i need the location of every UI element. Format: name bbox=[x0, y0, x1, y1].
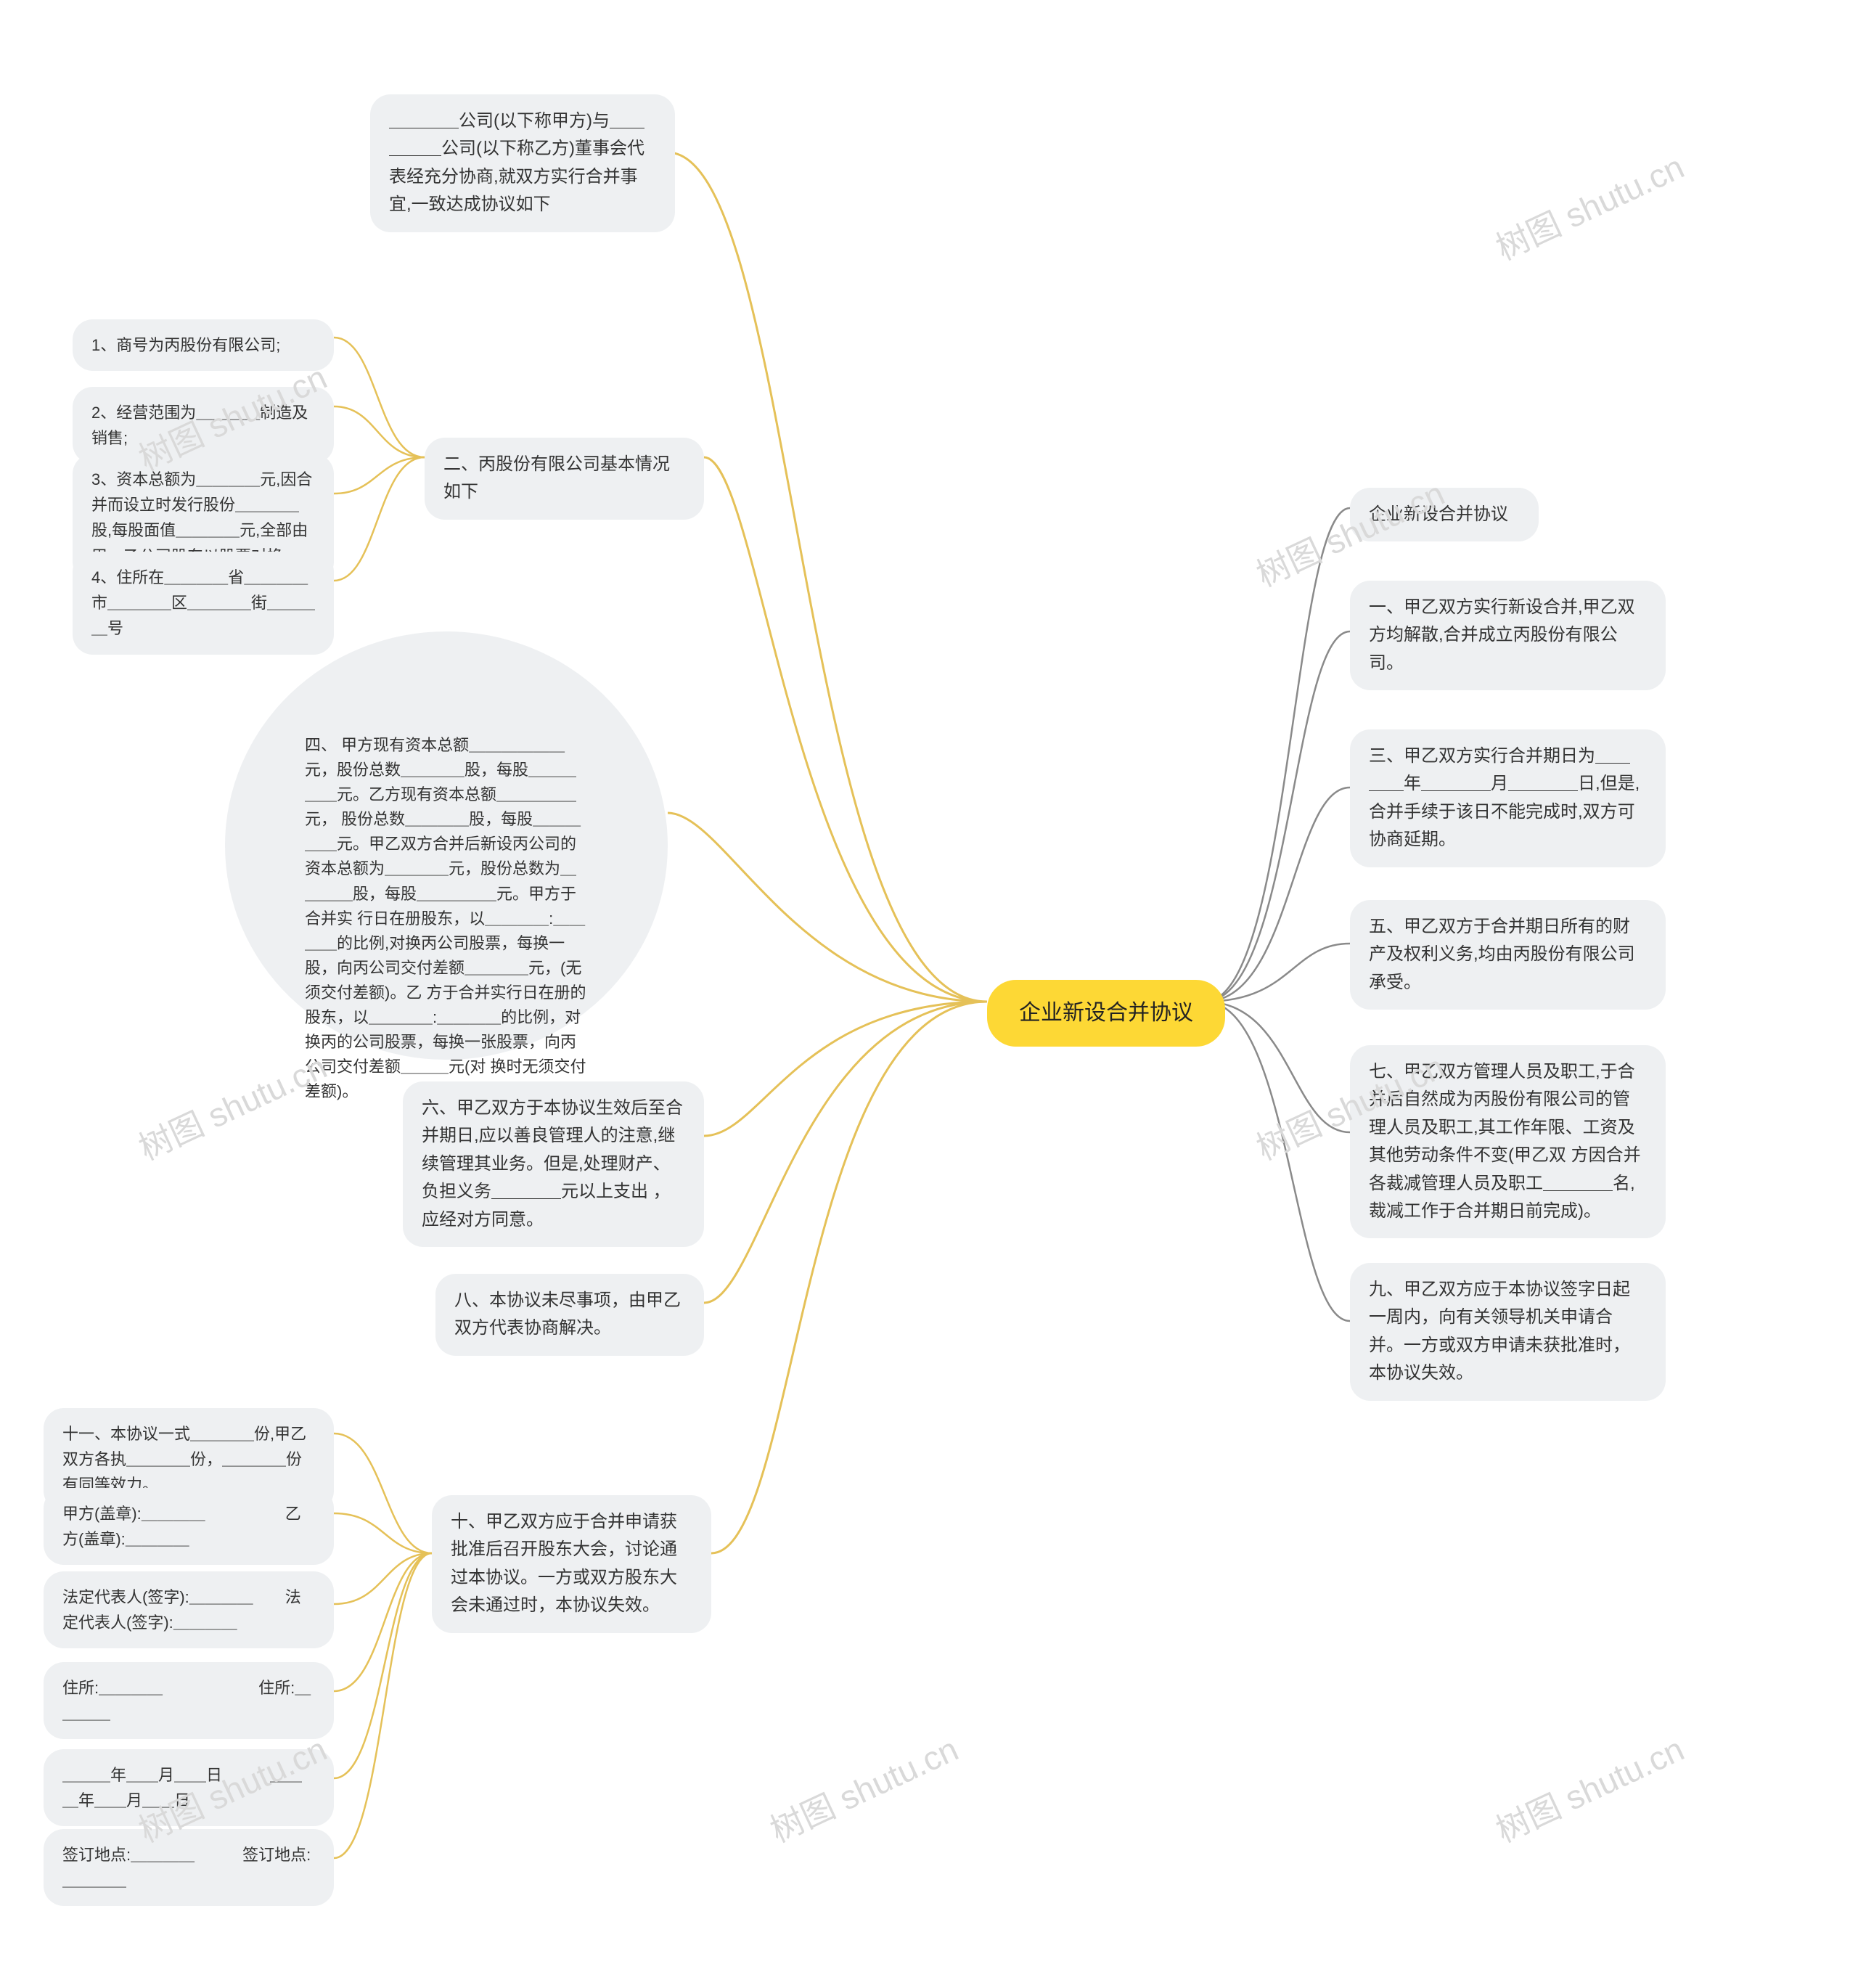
left-section10[interactable]: 十、甲乙双方应于合并申请获批准后召开股东大会，讨论通过本协议。一方或双方股东大会… bbox=[432, 1495, 711, 1633]
left-section2-item1[interactable]: 1、商号为丙股份有限公司; bbox=[73, 319, 334, 371]
right-section9[interactable]: 九、甲乙双方应于本协议签字日起一周内，向有关领导机关申请合并。一方或双方申请未获… bbox=[1350, 1263, 1666, 1401]
right-section3[interactable]: 三、甲乙双方实行合并期日为＿＿＿＿年＿＿＿＿月＿＿＿＿日,但是,合并手续于该日不… bbox=[1350, 729, 1666, 867]
left-section8[interactable]: 八、本协议未尽事项，由甲乙双方代表协商解决。 bbox=[435, 1274, 704, 1356]
left-section10-item3[interactable]: 法定代表人(签字):＿＿＿＿ 法定代表人(签字):＿＿＿＿ bbox=[44, 1571, 334, 1648]
right-section7[interactable]: 七、甲乙双方管理人员及职工,于合并后自然成为丙股份有限公司的管理人员及职工,其工… bbox=[1350, 1045, 1666, 1238]
watermark: 树图 shutu.cn bbox=[1487, 1723, 1690, 1852]
right-preface[interactable]: 企业新设合并协议 bbox=[1350, 488, 1539, 541]
left-section2-item2[interactable]: 2、经营范围为＿＿＿＿制造及销售; bbox=[73, 387, 334, 464]
left-section10-item5[interactable]: ＿＿＿年＿＿月＿＿日 ＿＿＿年＿＿月＿＿日 bbox=[44, 1749, 334, 1826]
left-section6[interactable]: 六、甲乙双方于本协议生效后至合并期日,应以善良管理人的注意,继续管理其业务。但是… bbox=[403, 1081, 704, 1247]
left-section4[interactable]: 四、 甲方现有资本总额＿＿＿＿＿＿元，股份总数＿＿＿＿股，每股＿＿＿＿＿元。乙方… bbox=[225, 631, 668, 1060]
right-section1[interactable]: 一、甲乙双方实行新设合并,甲乙双方均解散,合并成立丙股份有限公司。 bbox=[1350, 581, 1666, 690]
left-section2[interactable]: 二、丙股份有限公司基本情况如下 bbox=[425, 438, 704, 520]
left-section10-item6[interactable]: 签订地点:＿＿＿＿ 签订地点:＿＿＿＿ bbox=[44, 1829, 334, 1906]
right-section5[interactable]: 五、甲乙双方于合并期日所有的财产及权利义务,均由丙股份有限公司承受。 bbox=[1350, 900, 1666, 1010]
left-section2-item4[interactable]: 4、住所在＿＿＿＿省＿＿＿＿市＿＿＿＿区＿＿＿＿街＿＿＿＿号 bbox=[73, 552, 334, 655]
left-intro[interactable]: ＿＿＿＿公司(以下称甲方)与＿＿＿＿＿公司(以下称乙方)董事会代表经充分协商,就… bbox=[370, 94, 675, 232]
root-node[interactable]: 企业新设合并协议 bbox=[987, 980, 1225, 1047]
watermark: 树图 shutu.cn bbox=[130, 1041, 333, 1170]
left-section10-item2[interactable]: 甲方(盖章):＿＿＿＿ 乙方(盖章):＿＿＿＿ bbox=[44, 1488, 334, 1565]
left-section10-item4[interactable]: 住所:＿＿＿＿ 住所:＿＿＿＿ bbox=[44, 1662, 334, 1739]
mindmap-canvas: 企业新设合并协议 ＿＿＿＿公司(以下称甲方)与＿＿＿＿＿公司(以下称乙方)董事会… bbox=[0, 0, 1858, 1988]
watermark: 树图 shutu.cn bbox=[1487, 141, 1690, 270]
watermark: 树图 shutu.cn bbox=[761, 1723, 965, 1852]
